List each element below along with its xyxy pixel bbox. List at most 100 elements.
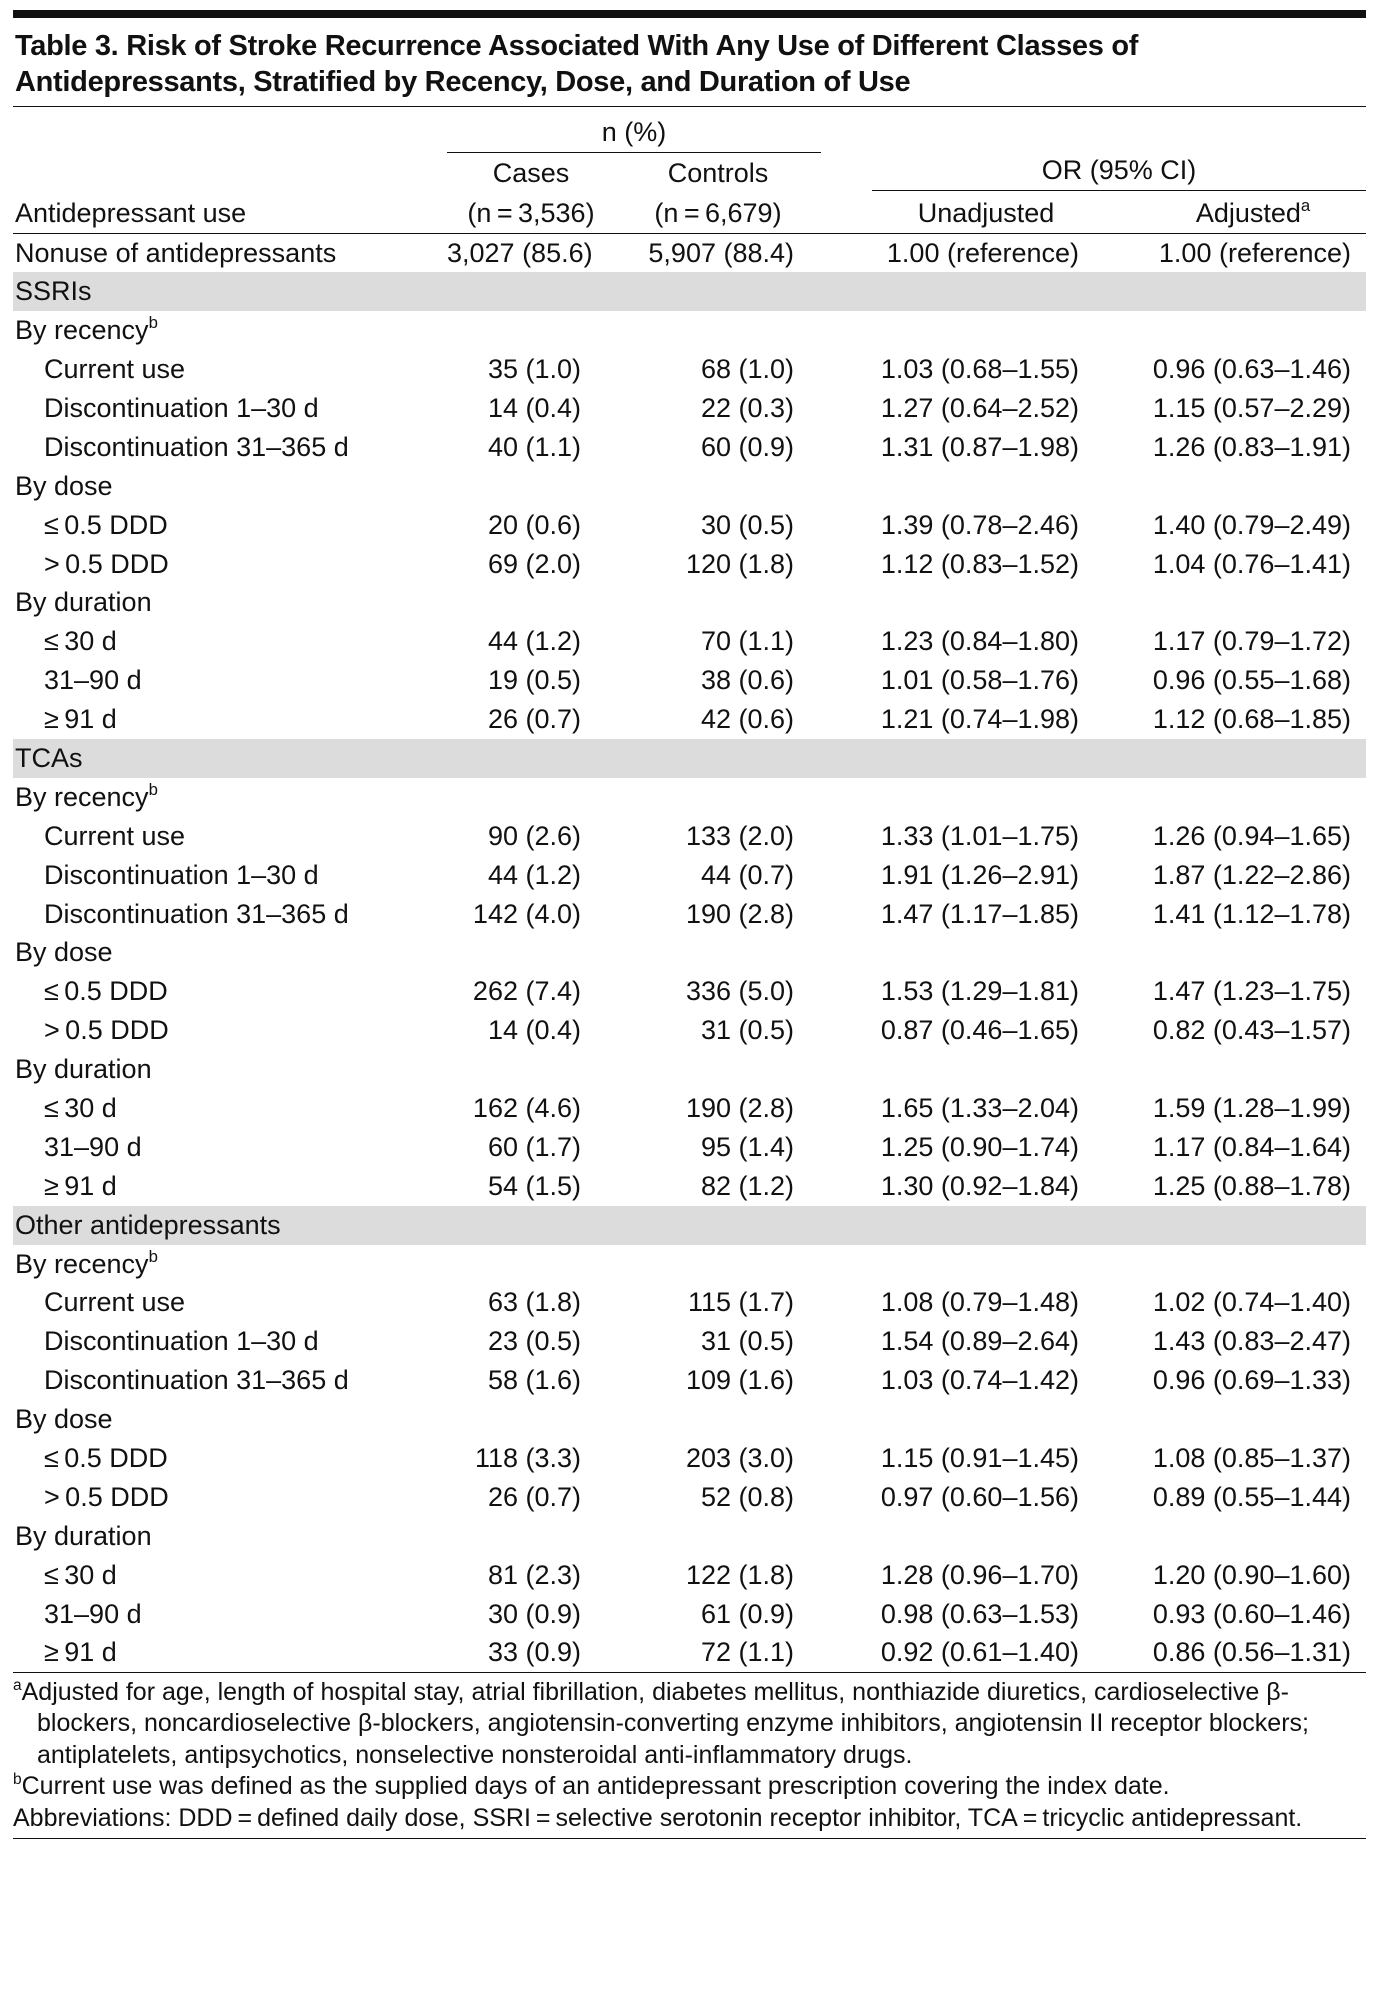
section-row: TCAs <box>13 739 1367 778</box>
data-cell: 1.25 (0.90–1.74) <box>880 1131 1080 1162</box>
row-label: ≥ 91 d <box>44 704 117 735</box>
data-cell: 0.93 (0.60–1.46) <box>1152 1598 1352 1629</box>
data-cell: 1.23 (0.84–1.80) <box>880 626 1080 657</box>
row-label: Current use <box>44 354 186 385</box>
footnote-text: Abbreviations: DDD = defined daily dose,… <box>13 1803 1303 1832</box>
data-cell: 0.96 (0.69–1.33) <box>1152 1365 1352 1396</box>
data-cell: 1.03 (0.68–1.55) <box>880 354 1080 385</box>
data-cell: 23 (0.5) <box>487 1326 581 1357</box>
header-cell <box>13 107 447 154</box>
group-label: By duration <box>13 1517 1366 1556</box>
row-label: Nonuse of antidepressants <box>15 237 337 268</box>
data-cell: 72 (1.1) <box>700 1637 795 1668</box>
data-cell: 31 (0.5) <box>700 1015 795 1046</box>
data-cell: 1.08 (0.79–1.48) <box>880 1287 1080 1318</box>
data-row: Nonuse of antidepressants 3,027 (85.6) 5,9… <box>13 234 1366 273</box>
column-heading: Adjusteda <box>1100 193 1366 234</box>
stub-heading: Antidepressant use <box>15 197 247 228</box>
data-row: 31–90 d 19 (0.5) 38 (0.6) 1.01 (0.58–1.76) 0… <box>13 661 1366 700</box>
footnote-mark: b <box>148 1246 158 1266</box>
header-cell: n (%) <box>447 107 866 153</box>
group-row: By recencyb <box>13 778 1366 817</box>
data-cell: 60 (1.7) <box>487 1131 581 1162</box>
footnote-mark: b <box>148 780 158 800</box>
footnote-mark: a <box>1300 195 1311 215</box>
group-text: By recency <box>15 315 149 346</box>
data-cell: 26 (0.7) <box>487 704 581 735</box>
data-cell: 1.91 (1.26–2.91) <box>880 859 1080 890</box>
data-cell: 1.41 (1.12–1.78) <box>1152 898 1352 929</box>
column-heading: Unadjusted <box>917 197 1055 228</box>
title-line: Table 3. Risk of Stroke Recurrence Assoc… <box>15 30 1139 62</box>
data-cell: 1.12 (0.83–1.52) <box>880 548 1080 579</box>
header-cell <box>13 153 447 193</box>
group-label: By dose <box>13 467 1366 506</box>
row-label: Discontinuation 1–30 d <box>44 1326 319 1357</box>
data-cell: 0.89 (0.55–1.44) <box>1152 1481 1352 1512</box>
data-cell: 54 (1.5) <box>487 1170 581 1201</box>
top-rule <box>13 10 1366 18</box>
row-label: ≤ 0.5 DDD <box>44 509 168 540</box>
data-cell: 1.31 (0.87–1.98) <box>880 431 1080 462</box>
data-cell: 1.17 (0.79–1.72) <box>1152 626 1352 657</box>
data-cell: 190 (2.8) <box>685 898 795 929</box>
data-row: ≤ 0.5 DDD 262 (7.4) 336 (5.0) 1.53 (1.29–1.… <box>13 972 1366 1011</box>
data-cell: 1.30 (0.92–1.84) <box>880 1170 1080 1201</box>
data-cell: 14 (0.4) <box>487 393 581 423</box>
data-cell: 1.26 (0.94–1.65) <box>1152 820 1352 851</box>
table-head: n (%) Cases Controls OR (95% CI) Antidep… <box>13 106 1367 234</box>
row-label: 31–90 d <box>44 665 142 696</box>
data-cell: 0.86 (0.56–1.31) <box>1152 1637 1352 1668</box>
row-label: > 0.5 DDD <box>44 548 169 579</box>
data-cell: 122 (1.8) <box>685 1559 795 1590</box>
data-cell: 30 (0.9) <box>487 1598 581 1629</box>
group-label: By recencyb <box>13 1245 1366 1284</box>
group-text: By duration <box>15 587 152 618</box>
data-row: Discontinuation 31–365 d 58 (1.6) 109 (1.6… <box>13 1361 1366 1400</box>
data-row: 31–90 d 30 (0.9) 61 (0.9) 0.98 (0.63–1.53) 0… <box>13 1595 1366 1634</box>
group-row: By duration <box>13 1517 1366 1556</box>
data-cell: 44 (1.2) <box>487 626 581 657</box>
footnotes: aAdjusted for age, length of hospital st… <box>13 1673 1366 1840</box>
row-label: ≥ 91 d <box>44 1170 117 1201</box>
data-cell: 33 (0.9) <box>487 1637 581 1668</box>
data-cell: 42 (0.6) <box>700 704 795 735</box>
row-label: ≤ 0.5 DDD <box>44 1443 168 1474</box>
data-cell: 82 (1.2) <box>700 1170 795 1201</box>
footnote-mark: a <box>13 1676 22 1694</box>
data-cell: 1.39 (0.78–2.46) <box>880 509 1080 540</box>
data-cell: 44 (1.2) <box>487 859 581 890</box>
group-label: By duration <box>13 1050 1366 1089</box>
data-cell: 1.43 (0.83–2.47) <box>1152 1326 1352 1357</box>
data-cell: 30 (0.5) <box>700 509 795 540</box>
row-label: Current use <box>44 820 186 851</box>
data-row: ≥ 91 d 26 (0.7) 42 (0.6) 1.21 (0.74–1.98) 1.… <box>13 700 1366 739</box>
column-subheading: (n = 3,536) <box>467 197 595 228</box>
row-label: Discontinuation 31–365 d <box>44 898 349 929</box>
data-cell: 68 (1.0) <box>700 354 795 385</box>
data-cell: 22 (0.3) <box>700 393 795 423</box>
group-text: By duration <box>15 1520 152 1551</box>
title-line: Antidepressants, Stratified by Recency, … <box>15 66 911 98</box>
group-label: By recencyb <box>13 311 1366 350</box>
data-row: Current use 35 (1.0) 68 (1.0) 1.03 (0.68–1.… <box>13 350 1366 389</box>
row-label: ≤ 30 d <box>44 626 117 657</box>
footnote: Abbreviations: DDD = defined daily dose,… <box>13 1803 1356 1835</box>
header-row: Cases Controls OR (95% CI) <box>13 153 1367 193</box>
group-row: By duration <box>13 584 1366 623</box>
table-body: Nonuse of antidepressants 3,027 (85.6) 5,9… <box>13 234 1367 1673</box>
data-cell: 0.92 (0.61–1.40) <box>880 1637 1080 1668</box>
data-cell: 38 (0.6) <box>700 665 795 696</box>
data-cell: 115 (1.7) <box>687 1287 795 1318</box>
group-row: By recencyb <box>13 1245 1366 1284</box>
footnote: aAdjusted for age, length of hospital st… <box>13 1677 1356 1772</box>
data-row: ≤ 30 d 81 (2.3) 122 (1.8) 1.28 (0.96–1.70) 1… <box>13 1556 1366 1595</box>
data-row: Current use 63 (1.8) 115 (1.7) 1.08 (0.79–1… <box>13 1284 1366 1323</box>
data-cell: 1.53 (1.29–1.81) <box>880 976 1080 1007</box>
group-label: By dose <box>13 1400 1366 1439</box>
data-cell: 44 (0.7) <box>700 859 795 890</box>
group-text: By recency <box>15 1248 149 1279</box>
data-cell: 0.96 (0.63–1.46) <box>1152 354 1352 385</box>
data-cell: 19 (0.5) <box>487 665 581 696</box>
